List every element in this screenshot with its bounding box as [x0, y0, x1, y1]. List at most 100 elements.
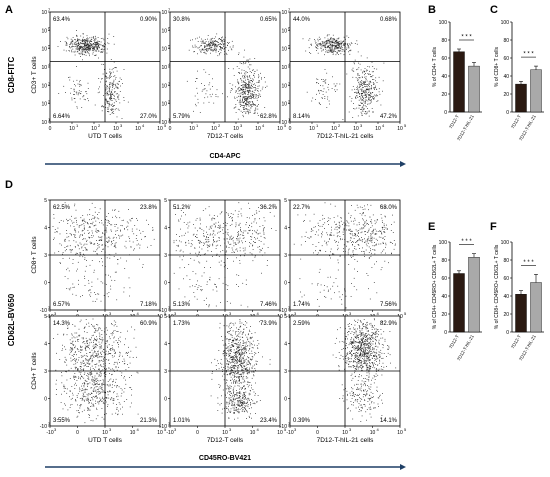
panel-d-event-dot	[227, 285, 229, 287]
panel-a-event-dot	[317, 45, 319, 47]
panel-d-x-tick-exp: 3	[349, 311, 352, 316]
panel-a-event-dot	[365, 88, 367, 90]
panel-d-event-dot	[66, 246, 68, 247]
panel-d-event-dot	[224, 351, 225, 353]
panel-d-event-dot	[204, 235, 205, 237]
panel-a-event-dot	[368, 98, 370, 100]
panel-d-event-dot	[82, 234, 83, 236]
panel-d-event-dot	[218, 231, 220, 233]
panel-d-event-dot	[109, 383, 111, 385]
panel-d-x-tick-exp: 5	[404, 311, 407, 316]
panel-d-event-dot	[327, 290, 329, 292]
panel-d-event-dot	[101, 340, 103, 342]
panel-d-event-dot	[129, 406, 131, 408]
panel-a-event-dot	[330, 37, 332, 38]
panel-a-event-dot	[106, 78, 108, 79]
panel-a-event-dot	[264, 107, 266, 108]
panel-d-event-dot	[263, 228, 265, 230]
panel-d-event-dot	[88, 232, 90, 234]
panel-d-event-dot	[111, 243, 113, 244]
panel-d-event-dot	[203, 253, 205, 255]
panel-d-event-dot	[96, 249, 98, 251]
panel-a-event-dot	[327, 52, 329, 53]
panel-a-event-dot	[217, 41, 218, 43]
panel-d-event-dot	[89, 352, 90, 353]
panel-d-event-dot	[263, 233, 265, 235]
panel-a-event-dot	[74, 94, 75, 95]
panel-d-event-dot	[101, 245, 103, 246]
panel-d-event-dot	[85, 265, 87, 267]
panel-d-quadrant-q3: 1.74%	[293, 302, 311, 308]
panel-a-event-dot	[321, 44, 323, 45]
panel-d-event-dot	[312, 230, 314, 232]
panel-d-event-dot	[101, 387, 103, 389]
panel-a-event-dot	[97, 92, 99, 94]
panel-d-event-dot	[98, 341, 100, 343]
panel-d-event-dot	[226, 374, 228, 376]
panel-d-event-dot	[55, 394, 57, 395]
panel-a-event-dot	[256, 69, 258, 71]
panel-d-event-dot	[240, 382, 242, 384]
panel-d-event-dot	[335, 241, 337, 243]
panel-d-event-dot	[88, 402, 90, 404]
panel-a-event-dot	[106, 92, 108, 94]
panel-d-event-dot	[185, 214, 186, 216]
panel-d-event-dot	[350, 231, 352, 232]
panel-a-event-dot	[75, 44, 76, 46]
panel-d-event-dot	[340, 239, 342, 241]
panel-a-event-dot	[101, 48, 102, 50]
panel-d-event-dot	[81, 349, 82, 351]
panel-a-event-dot	[84, 41, 85, 42]
panel-d-event-dot	[351, 242, 352, 243]
panel-d-event-dot	[99, 338, 100, 339]
panel-d-event-dot	[121, 375, 122, 376]
panel-a-event-dot	[342, 49, 344, 51]
panel-d-event-dot	[122, 413, 123, 415]
panel-a-event-dot	[101, 48, 103, 50]
panel-d-event-dot	[207, 241, 209, 243]
panel-d-event-dot	[239, 349, 240, 350]
panel-a-event-dot	[249, 109, 251, 111]
panel-d-event-dot	[92, 352, 94, 354]
panel-a-event-dot	[330, 51, 332, 53]
panel-d-event-dot	[217, 244, 219, 246]
panel-d-event-dot	[368, 258, 370, 259]
panel-a-event-dot	[372, 96, 374, 98]
panel-a-event-dot	[360, 101, 362, 103]
panel-a-event-dot	[249, 101, 250, 103]
panel-d-event-dot	[101, 356, 102, 358]
panel-d-event-dot	[84, 365, 86, 366]
panel-d-event-dot	[215, 248, 217, 249]
panel-a-event-dot	[342, 41, 344, 43]
panel-d-event-dot	[79, 255, 81, 257]
panel-a-event-dot	[71, 51, 72, 53]
panel-a-event-dot	[374, 89, 375, 90]
panel-d-quadrant-q2: 68.0%	[380, 205, 398, 211]
panel-a-event-dot	[316, 82, 317, 84]
panel-a-event-dot	[118, 109, 120, 111]
panel-a-event-dot	[351, 43, 353, 44]
panel-d-event-dot	[103, 351, 105, 353]
panel-a-event-dot	[84, 54, 85, 56]
panel-d-event-dot	[226, 238, 228, 239]
panel-a-event-dot	[249, 80, 251, 82]
panel-d-event-dot	[253, 221, 255, 223]
panel-d-event-dot	[320, 284, 322, 286]
panel-a-event-dot	[82, 40, 84, 41]
panel-d-event-dot	[113, 369, 115, 371]
panel-d-event-dot	[74, 337, 76, 339]
panel-a-event-dot	[209, 48, 210, 49]
panel-d-event-dot	[264, 220, 266, 222]
panel-a-event-dot	[94, 46, 96, 48]
panel-a-event-dot	[347, 45, 349, 47]
panel-d-event-dot	[75, 294, 77, 296]
panel-d-event-dot	[91, 358, 93, 360]
panel-d-event-dot	[226, 325, 228, 327]
panel-a-event-dot	[317, 79, 319, 80]
panel-d-event-dot	[99, 400, 101, 402]
panel-a-event-dot	[367, 89, 369, 90]
panel-a-event-dot	[208, 41, 209, 43]
panel-a-event-dot	[85, 91, 87, 92]
panel-d-event-dot	[94, 387, 95, 389]
panel-a-x-tick-exp: 5	[404, 123, 407, 128]
